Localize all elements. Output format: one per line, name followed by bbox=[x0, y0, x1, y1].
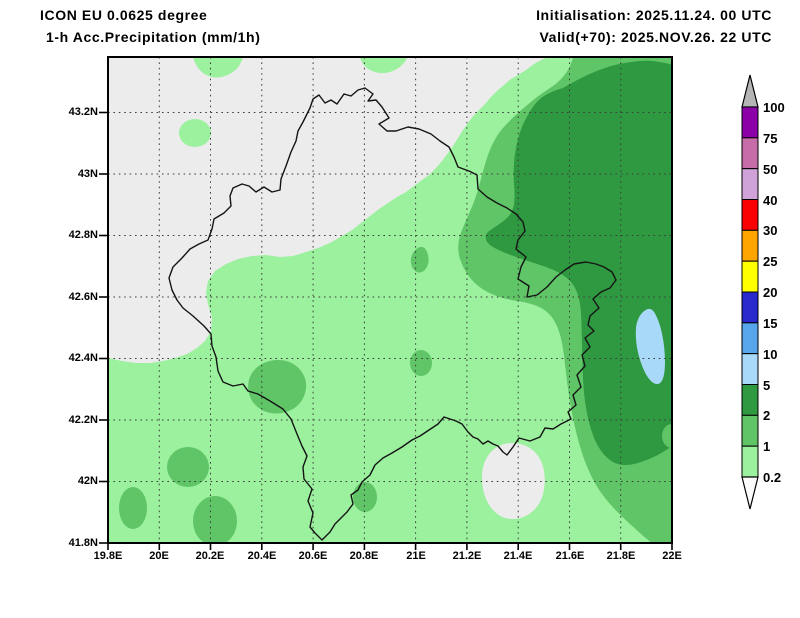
colorbar-label: 30 bbox=[763, 223, 778, 239]
precip-blob-medium-2 bbox=[167, 447, 209, 487]
colorbar-label: 20 bbox=[763, 285, 778, 300]
colorbar-label: 25 bbox=[763, 254, 778, 270]
lon-tick-label: 20.2E bbox=[195, 550, 225, 562]
lon-tick-label: 22E bbox=[662, 550, 682, 562]
precip-blob-light-ellipse bbox=[179, 119, 211, 147]
lat-tick-label: 43.2N bbox=[68, 106, 98, 118]
colorbar-label: 1 bbox=[763, 439, 771, 455]
axis-ticks bbox=[99, 111, 673, 550]
colorbar-band bbox=[741, 353, 759, 386]
precip-blob-medium-1 bbox=[248, 360, 307, 414]
lat-tick-label: 42.8N bbox=[68, 229, 98, 241]
colorbar-label: 2 bbox=[763, 408, 771, 424]
colorbar-label: 100 bbox=[763, 100, 785, 115]
colorbar-band bbox=[741, 199, 759, 231]
precip-notch-medium bbox=[662, 424, 672, 448]
lat-tick-label: 41.8N bbox=[68, 537, 98, 549]
colorbar-band bbox=[741, 414, 759, 447]
variable-title: 1-h Acc.Precipitation (mm/1h) bbox=[46, 29, 261, 45]
lat-tick-label: 42N bbox=[77, 475, 98, 487]
colorbar-label: 15 bbox=[763, 315, 778, 331]
graticule-gridlines bbox=[108, 57, 672, 543]
precip-blob-medium-7 bbox=[410, 350, 432, 376]
lon-tick-label: 21.2E bbox=[452, 550, 482, 562]
lon-tick-label: 20.8E bbox=[349, 550, 379, 562]
lon-tick-label: 21E bbox=[406, 550, 426, 562]
precip-blob-medium-6 bbox=[410, 246, 429, 273]
lat-tick-label: 42.6N bbox=[68, 291, 98, 303]
lon-tick-label: 20.6E bbox=[298, 550, 328, 562]
colorbar-label: 75 bbox=[763, 130, 778, 146]
colorbar-label: 40 bbox=[763, 192, 778, 208]
precip-blob-medium-4 bbox=[193, 496, 237, 543]
lat-tick-label: 43N bbox=[77, 168, 98, 180]
colorbar-band bbox=[741, 291, 759, 324]
colorbar-label: 5 bbox=[763, 377, 771, 393]
colorbar-band bbox=[741, 322, 759, 355]
initialisation-label: Initialisation: 2025.11.24. 00 UTC bbox=[536, 7, 772, 23]
colorbar-over-arrow bbox=[741, 74, 759, 108]
precip-blob-light-top2 bbox=[360, 57, 407, 74]
lat-tick-label: 42.4N bbox=[68, 352, 98, 364]
colorbar-band bbox=[741, 137, 759, 170]
lat-tick-label: 42.2N bbox=[68, 414, 98, 426]
country-border bbox=[168, 87, 617, 541]
precip-blob-light-top1 bbox=[193, 57, 243, 78]
precip-blob-medium-5 bbox=[353, 482, 377, 512]
colorbar-label: 0.2 bbox=[763, 470, 782, 485]
valid-time-label: Valid(+70): 2025.NOV.26. 22 UTC bbox=[539, 29, 772, 45]
precip-spot-5-10mm bbox=[635, 308, 665, 385]
colorbar-under-arrow bbox=[741, 476, 759, 510]
plot-frame bbox=[107, 56, 673, 544]
lon-tick-label: 21.8E bbox=[606, 550, 636, 562]
colorbar-band bbox=[741, 168, 759, 200]
lon-tick-label: 21.4E bbox=[503, 550, 533, 562]
colorbar-band bbox=[741, 384, 759, 416]
precip-blob-medium-3 bbox=[119, 487, 147, 529]
colorbar-band bbox=[741, 260, 759, 293]
lon-tick-label: 21.6E bbox=[555, 550, 585, 562]
model-title: ICON EU 0.0625 degree bbox=[40, 7, 208, 23]
colorbar-label: 10 bbox=[763, 346, 778, 362]
lon-tick-label: 20E bbox=[149, 550, 169, 562]
lon-tick-label: 20.4E bbox=[247, 550, 277, 562]
lon-tick-label: 19.8E bbox=[93, 550, 123, 562]
colorbar-label: 50 bbox=[763, 161, 778, 177]
colorbar-band bbox=[741, 106, 759, 139]
colorbar-band bbox=[741, 229, 759, 262]
colorbar bbox=[741, 74, 759, 510]
colorbar-band bbox=[741, 445, 759, 478]
